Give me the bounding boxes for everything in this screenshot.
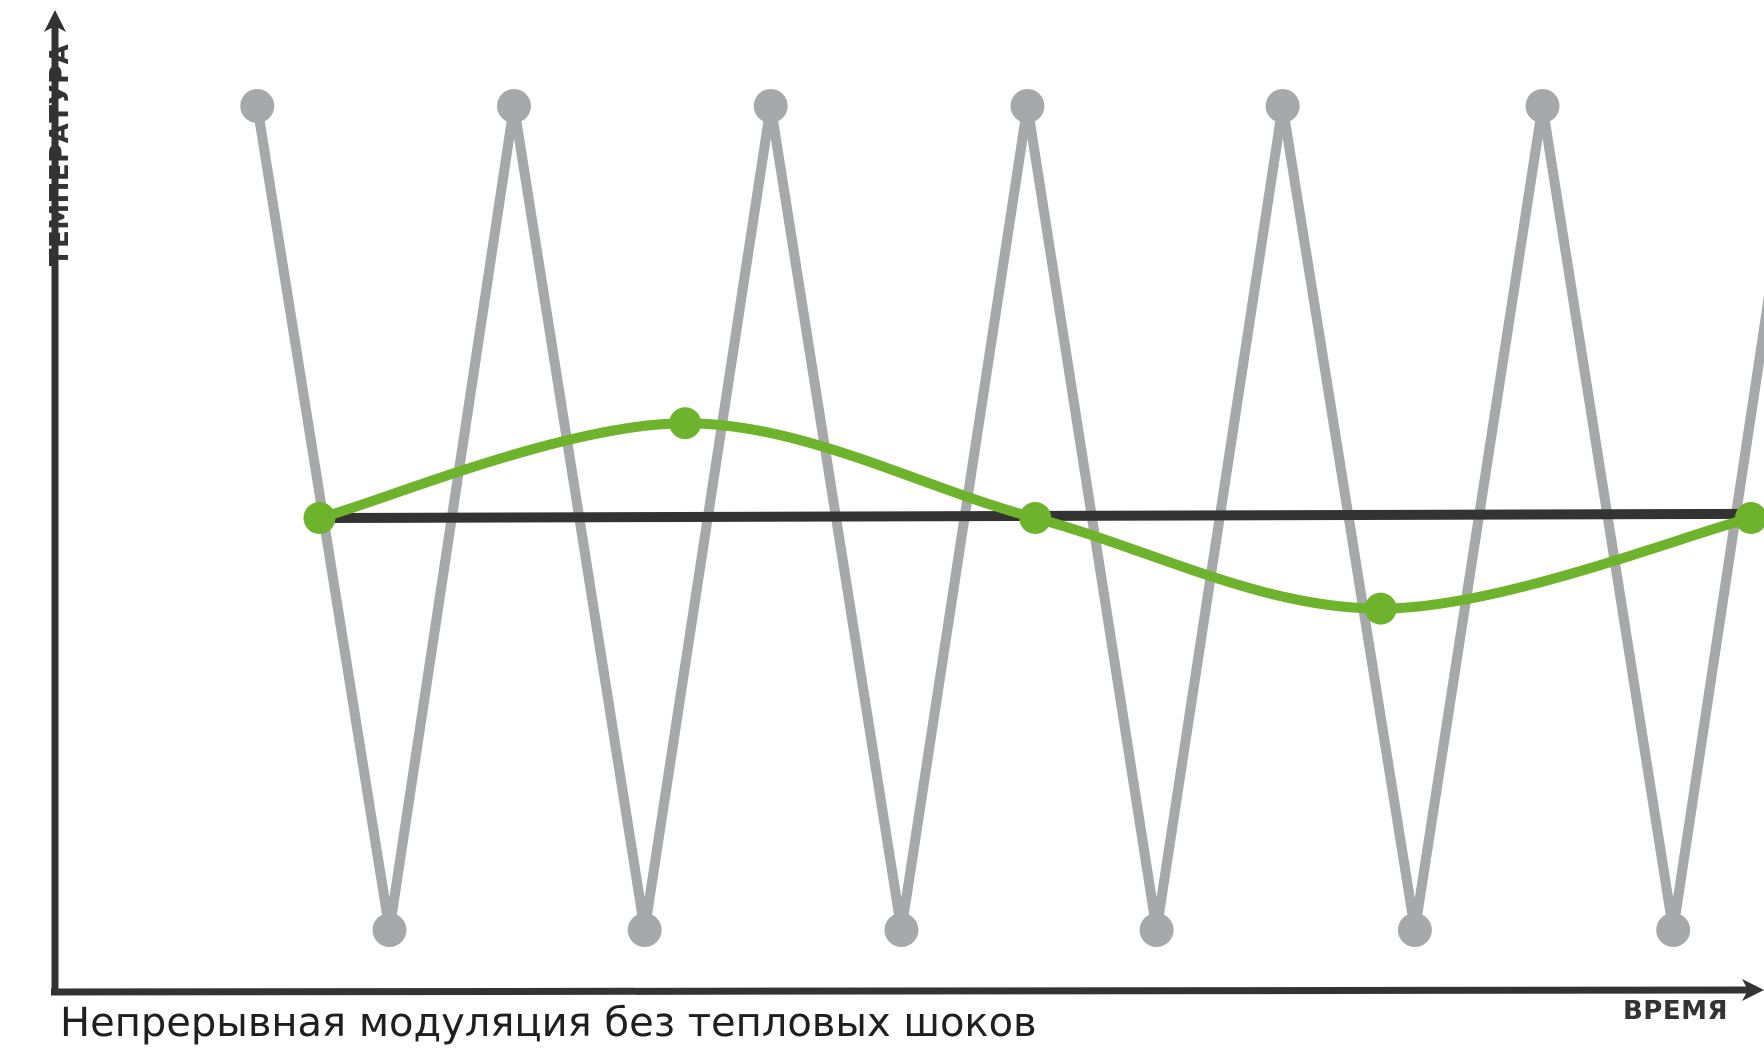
axes bbox=[44, 10, 1764, 1001]
data-point bbox=[669, 407, 702, 440]
data-point bbox=[372, 913, 407, 947]
data-point bbox=[627, 913, 662, 947]
y-axis-label: ТЕМПЕРАТУРА bbox=[45, 43, 75, 267]
data-point bbox=[1019, 502, 1052, 534]
chart-marks bbox=[240, 89, 1764, 947]
x-axis bbox=[50, 986, 1753, 996]
series-0-zigzag bbox=[240, 89, 1764, 947]
data-point bbox=[1525, 89, 1560, 123]
x-axis-label: ВРЕМЯ bbox=[1622, 996, 1728, 1026]
data-point bbox=[1139, 913, 1174, 947]
x-axis-arrow-icon bbox=[1742, 979, 1764, 1001]
data-point bbox=[1397, 913, 1432, 947]
data-point bbox=[1010, 89, 1045, 123]
data-point bbox=[753, 89, 788, 123]
data-point bbox=[1265, 89, 1300, 123]
data-point bbox=[884, 913, 919, 947]
y-axis-arrow-icon bbox=[44, 10, 66, 32]
data-point bbox=[496, 89, 531, 123]
data-point bbox=[1656, 913, 1691, 947]
data-point bbox=[303, 502, 336, 534]
data-point bbox=[1364, 592, 1397, 625]
chart-caption: Непрерывная модуляция без тепловых шоков bbox=[60, 1000, 1037, 1046]
data-point bbox=[240, 89, 275, 123]
data-point bbox=[1735, 502, 1764, 534]
series-2-smooth bbox=[303, 407, 1764, 625]
